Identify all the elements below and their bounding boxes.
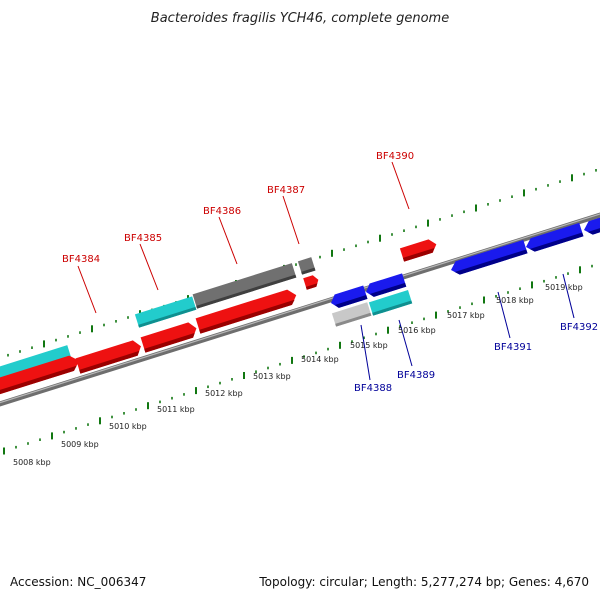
lower-tick-row: [3, 264, 593, 455]
scale-label: 5016 kbp: [398, 326, 436, 335]
forward-gene-labels: BF4384 BF4385 BF4386 BF4387 BF4390: [62, 151, 414, 314]
gene-label-bf4391[interactable]: BF4391: [494, 342, 532, 353]
feature-gray-small[interactable]: [297, 257, 316, 275]
scale-label: 5019 kbp: [545, 283, 583, 292]
forward-arrow-1[interactable]: [0, 353, 82, 400]
gene-label-bf4386[interactable]: BF4386: [203, 206, 241, 217]
feature-cyan-mid[interactable]: [134, 296, 197, 328]
forward-arrow-5[interactable]: [303, 274, 320, 290]
accession-text: Accession: NC_006347: [10, 575, 146, 589]
feature-cyan-lower[interactable]: [368, 290, 413, 316]
scale-label: 5015 kbp: [350, 341, 388, 350]
genome-backbone: [0, 212, 600, 407]
forward-arrow-4[interactable]: [195, 287, 299, 334]
scale-label: 5014 kbp: [301, 355, 339, 364]
scale-label: 5012 kbp: [205, 389, 243, 398]
scale-label: 5009 kbp: [61, 440, 99, 449]
genome-summary-text: Topology: circular; Length: 5,277,274 bp…: [258, 575, 589, 589]
reverse-arrow-2[interactable]: [364, 273, 407, 298]
forward-arrow-6[interactable]: [399, 238, 439, 262]
feature-lightgray[interactable]: [331, 302, 372, 327]
gene-label-bf4388[interactable]: BF4388: [354, 383, 392, 394]
gene-label-bf4385[interactable]: BF4385: [124, 233, 162, 244]
gene-label-bf4390[interactable]: BF4390: [376, 151, 414, 162]
reverse-gene-labels: BF4388 BF4389 BF4391 BF4392: [354, 273, 598, 394]
scale-label: 5010 kbp: [109, 422, 147, 431]
scale-labels: 5008 kbp 5009 kbp 5010 kbp 5011 kbp 5012…: [13, 283, 583, 467]
reverse-arrow-4[interactable]: [524, 222, 584, 254]
gene-label-bf4387[interactable]: BF4387: [267, 185, 305, 196]
reverse-arrow-3[interactable]: [449, 239, 528, 277]
scale-label: 5013 kbp: [253, 372, 291, 381]
reverse-arrow-1[interactable]: [329, 285, 368, 310]
forward-arrow-3[interactable]: [140, 321, 199, 353]
gene-label-bf4384[interactable]: BF4384: [62, 254, 100, 265]
scale-label: 5011 kbp: [157, 405, 195, 414]
scale-label: 5008 kbp: [13, 458, 51, 467]
feature-gray-large[interactable]: [192, 263, 297, 309]
scale-label: 5018 kbp: [496, 296, 534, 305]
gene-label-bf4389[interactable]: BF4389: [397, 370, 435, 381]
gene-label-bf4392[interactable]: BF4392: [560, 322, 598, 333]
scale-label: 5017 kbp: [447, 311, 485, 320]
reverse-arrow-5[interactable]: [582, 211, 600, 236]
map-title: Bacteroides fragilis YCH46, complete gen…: [151, 11, 449, 26]
upper-tick-row: [7, 169, 597, 357]
forward-arrow-2[interactable]: [75, 339, 144, 374]
